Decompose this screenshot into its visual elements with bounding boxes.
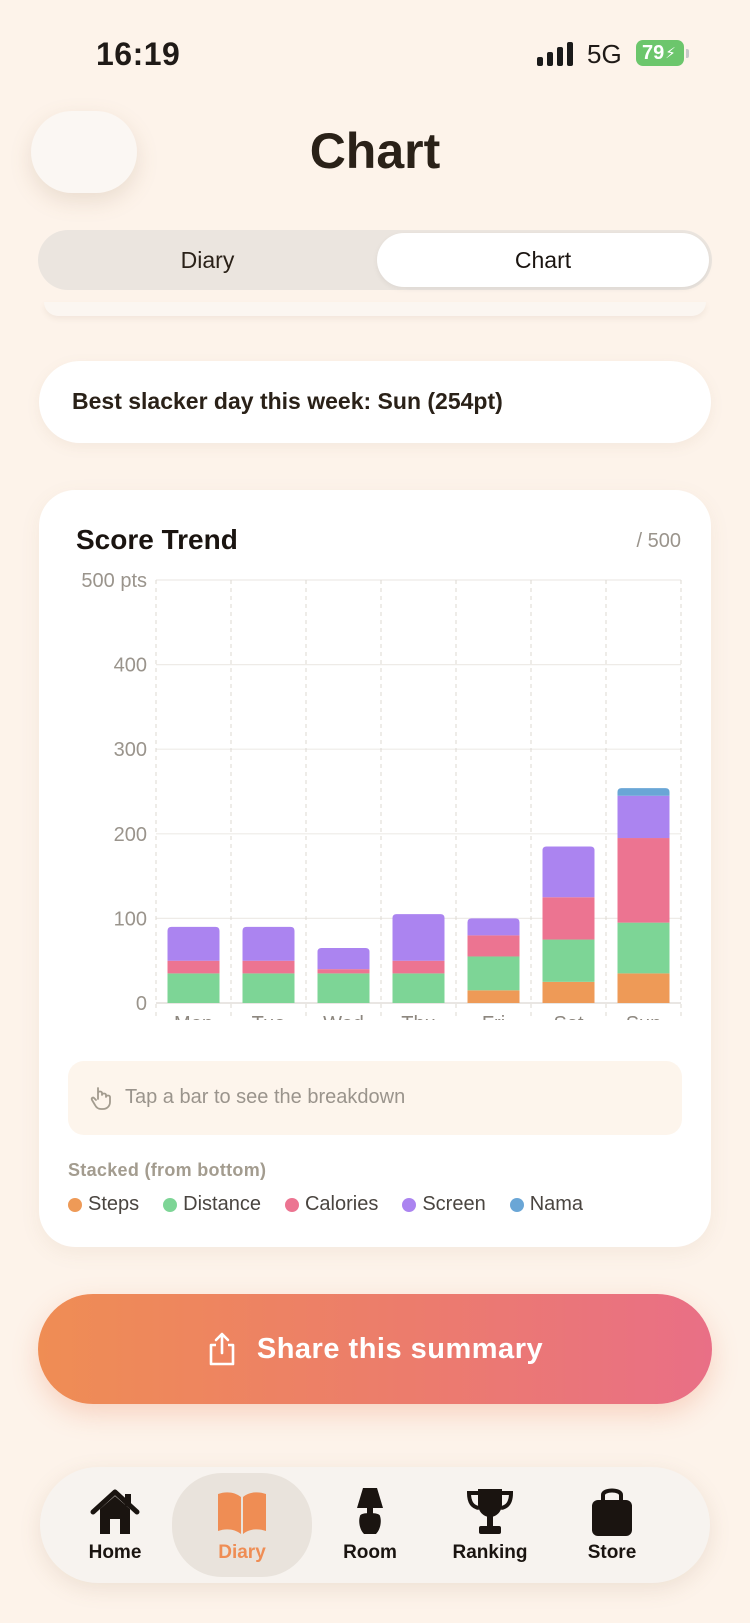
y-tick-label: 500 pts — [81, 570, 147, 592]
tab-home[interactable]: Home — [60, 1467, 170, 1583]
battery-icon: 79 ⚡ — [636, 40, 689, 66]
x-tick-label: Wed — [323, 1013, 364, 1020]
tab-ranking[interactable]: Ranking — [430, 1467, 550, 1583]
x-tick-label: Fri — [482, 1013, 505, 1020]
back-button[interactable] — [31, 111, 137, 193]
bar-segment-distance — [317, 973, 370, 1003]
bar-segment-calories — [317, 969, 370, 974]
x-tick-label: Sat — [553, 1013, 583, 1020]
tab-label: Home — [88, 1542, 142, 1563]
legend-dot — [68, 1197, 82, 1212]
chart-legend: Steps Distance Calories Screen Nama — [68, 1193, 607, 1216]
tab-label: Diary — [218, 1542, 266, 1563]
bar-segment-distance — [167, 973, 220, 1003]
bar-segment-distance — [617, 922, 670, 974]
x-tick-label: Tue — [252, 1013, 286, 1020]
status-bar: 16:19 5G 79 ⚡ — [0, 0, 750, 100]
legend-dot — [402, 1197, 417, 1212]
bar-segment-screen — [242, 926, 295, 961]
share-summary-button[interactable]: Share this summary — [38, 1294, 712, 1404]
score-trend-chart[interactable]: 0 100 200 300 400 500 pts Mon Tue Wed Thu Fri Sat Su… — [39, 490, 711, 1020]
tab-diary[interactable]: Diary — [172, 1473, 312, 1577]
tab-room[interactable]: Room — [315, 1467, 425, 1583]
x-tick-label: Sun — [626, 1013, 662, 1020]
bar-segment-nama — [617, 788, 670, 796]
chart-max-label: / 500 — [636, 530, 681, 552]
segment-diary[interactable]: Diary — [180, 246, 235, 273]
page-title: Chart — [309, 123, 441, 179]
hint-text: Tap a bar to see the breakdown — [125, 1086, 406, 1108]
bar-segment-steps — [467, 990, 520, 1003]
legend-item-calories: Calories — [284, 1193, 379, 1216]
legend-dot — [284, 1197, 299, 1212]
bar-segment-steps — [617, 973, 670, 1003]
bar-segment-distance — [542, 939, 595, 982]
tab-label: Ranking — [452, 1542, 528, 1563]
signal-icon — [537, 40, 577, 66]
legend-label: Nama — [529, 1193, 584, 1215]
x-tick-label: Thu — [401, 1013, 435, 1020]
tap-hand-icon — [90, 1087, 111, 1110]
best-day-text: Best slacker day this week: Sun (254pt) — [72, 388, 503, 414]
bar-segment-distance — [392, 973, 445, 1003]
share-label: Share this summary — [256, 1332, 544, 1365]
legend-label: Calories — [304, 1193, 379, 1215]
lamp-icon — [357, 1488, 383, 1534]
bar-segment-calories — [617, 838, 670, 923]
bar-segment-calories — [167, 960, 220, 974]
bar-segment-calories — [542, 897, 595, 940]
home-icon — [90, 1489, 140, 1534]
legend-item-nama: Nama — [509, 1193, 584, 1216]
bar-segment-steps — [542, 981, 595, 1003]
battery-level: 79 — [642, 41, 665, 64]
bar-segment-screen — [467, 918, 520, 936]
legend-dot — [163, 1197, 178, 1212]
book-icon — [218, 1492, 266, 1534]
legend-item-steps: Steps — [68, 1193, 139, 1216]
legend-item-screen: Screen — [402, 1193, 486, 1216]
tab-store[interactable]: Store — [557, 1467, 667, 1583]
legend-title: Stacked (from bottom) — [68, 1160, 267, 1180]
legend-label: Distance — [183, 1193, 261, 1215]
bar-segment-screen — [167, 926, 220, 961]
bar-segment-distance — [467, 956, 520, 991]
x-tick-label: Mon — [174, 1013, 213, 1020]
y-tick-label: 100 — [114, 908, 147, 930]
bar-segment-calories — [467, 935, 520, 957]
legend-item-distance: Distance — [163, 1193, 261, 1216]
best-day-card: Best slacker day this week: Sun (254pt) — [39, 361, 711, 443]
status-time: 16:19 — [96, 36, 181, 72]
share-icon — [209, 1332, 235, 1366]
bar-segment-screen — [542, 846, 595, 898]
legend-label: Steps — [88, 1193, 140, 1215]
bolt-icon: ⚡ — [665, 45, 676, 62]
breakdown-hint: Tap a bar to see the breakdown — [68, 1061, 682, 1135]
bar-segment-screen — [392, 914, 445, 961]
bar-segment-calories — [392, 960, 445, 974]
trophy-icon — [466, 1489, 514, 1534]
bar-segment-screen — [317, 948, 370, 970]
segment-chart[interactable]: Chart — [377, 233, 709, 287]
y-tick-label: 400 — [114, 655, 147, 677]
bar-segment-calories — [242, 960, 295, 974]
legend-label: Screen — [422, 1193, 486, 1215]
network-label: 5G — [587, 39, 622, 69]
chart-title: Score Trend — [76, 524, 238, 555]
y-tick-label: 300 — [114, 739, 147, 761]
legend-dot — [509, 1197, 524, 1212]
tab-label: Store — [587, 1542, 637, 1563]
collapsed-panel — [44, 302, 706, 316]
bar-segment-distance — [242, 973, 295, 1003]
y-tick-label: 0 — [136, 993, 147, 1015]
score-trend-card: Score Trend / 500 0 100 200 300 400 500 pts Mo… — [39, 490, 711, 1247]
y-tick-label: 200 — [114, 824, 147, 846]
tab-label: Room — [343, 1542, 397, 1563]
bag-icon — [592, 1488, 632, 1536]
tab-bar: Home Diary Room Ranking Store — [40, 1467, 710, 1583]
bar-segment-screen — [617, 795, 670, 839]
view-switcher: Diary Chart — [38, 230, 712, 290]
